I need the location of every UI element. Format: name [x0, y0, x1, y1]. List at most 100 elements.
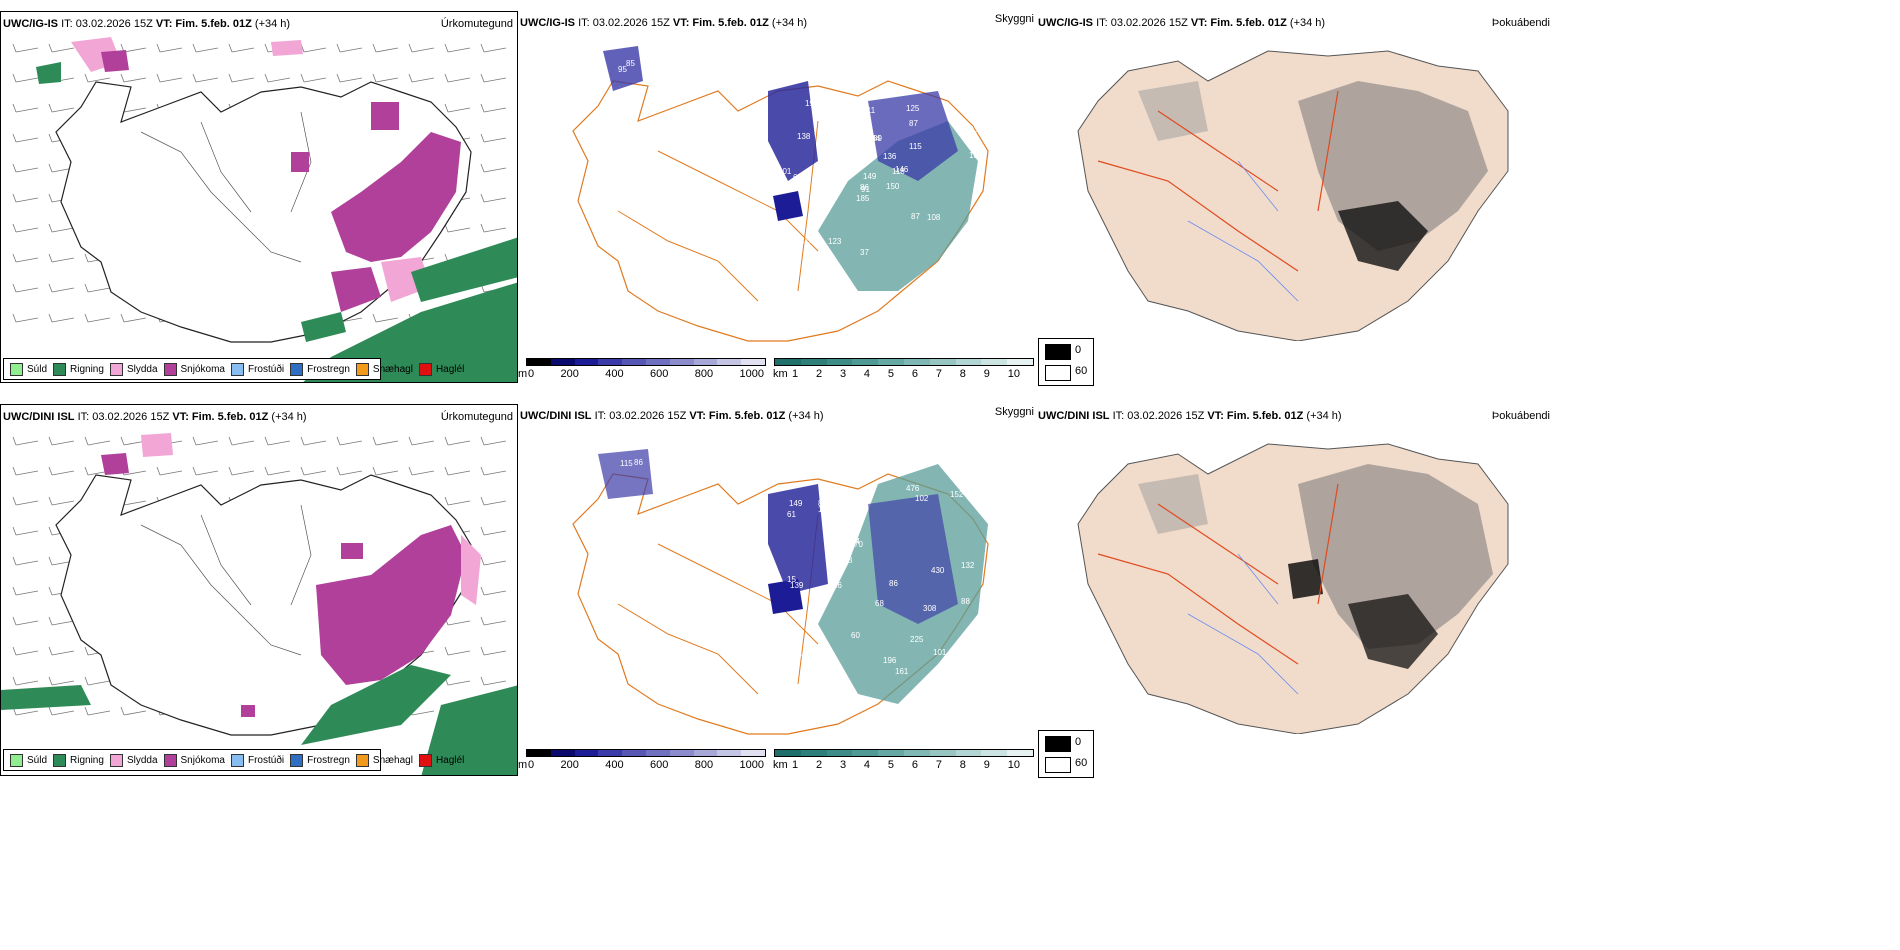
precip-type-panel-top: UWC/IG-IS IT: 03.02.2026 15Z VT: Fim. 5.… [0, 11, 518, 383]
tick-label: 0 [528, 759, 535, 771]
colorbar-segment [800, 359, 827, 365]
height-ticks: 0 200 400 600 800 1000 [528, 368, 764, 380]
visibility-value-label: 161 [895, 667, 909, 676]
wind-barb [480, 646, 507, 656]
panel-name: Úrkomutegund [440, 411, 513, 423]
colorbar-segment [574, 359, 599, 365]
legend-item: Frostregn [290, 753, 350, 767]
tick-label: 800 [694, 759, 714, 771]
visibility-value-label: 116 [960, 650, 973, 659]
tick-label: 5 [887, 368, 894, 380]
visibility-value-label: 87 [911, 212, 920, 221]
wind-barb [300, 466, 327, 476]
colorbar-segment [550, 359, 575, 365]
legend-item: Slydda [109, 362, 158, 376]
wind-barb [48, 616, 75, 626]
visibility-value-label: 85 [818, 499, 827, 508]
colorbar-segment [527, 750, 551, 756]
tick-label: 2 [815, 368, 823, 380]
wind-barb [228, 466, 255, 476]
tick-label: 5 [887, 759, 894, 771]
height-unit: m [518, 368, 528, 380]
fog-panel-bottom: UWC/DINI ISL IT: 03.02.2026 15Z VT: Fim.… [1038, 404, 1550, 734]
wind-barb [84, 706, 111, 716]
fog-legend-top: 0 60 [1038, 338, 1094, 386]
colorbar-segment [717, 750, 742, 756]
precip-type-legend: Súld Rigning Slydda Snjókoma Frostúði Fr… [3, 749, 464, 771]
colorbar-segment [622, 750, 646, 756]
visibility-value-label: 86 [860, 183, 869, 192]
visibility-value-label: 86 [889, 579, 898, 588]
colorbar-segment [622, 359, 646, 365]
wind-barb [444, 436, 471, 446]
visibility-value-label: 70 [854, 540, 863, 549]
colorbar-segment [826, 359, 853, 365]
tick-label: 1000 [739, 759, 764, 771]
wind-barb [48, 313, 75, 323]
wind-barb [480, 223, 507, 233]
visibility-value-label: 54 [851, 537, 860, 546]
visibility-unit: km [773, 759, 788, 771]
wind-barb [120, 313, 147, 323]
wind-barb [12, 43, 39, 53]
wind-barb [12, 133, 39, 143]
wind-barb [12, 436, 39, 446]
colorbar-segment [981, 359, 1008, 365]
colorbar-segment [741, 750, 765, 756]
wind-barb [84, 676, 111, 686]
wind-barb [480, 616, 507, 626]
visibility-value-label: 220 [972, 483, 986, 492]
legend-item: Frostregn [290, 362, 350, 376]
wind-barb [264, 73, 291, 83]
legend-item: Snjókoma [163, 753, 225, 767]
tick-label: 6 [911, 368, 918, 380]
colorbar-segment [955, 359, 982, 365]
colorbar-segment [878, 750, 904, 756]
colorbar-segment [645, 359, 670, 365]
tick-label: 400 [605, 368, 624, 380]
visibility-unit: km [773, 368, 788, 380]
visibility-value-label: 95 [618, 65, 627, 74]
legend-item: Súld [10, 362, 47, 376]
wind-barb [480, 556, 507, 566]
wind-barb [120, 73, 147, 83]
legend-item: Haglél [418, 753, 464, 767]
visibility-value-label: 63 [969, 125, 978, 134]
wind-barb [444, 103, 471, 113]
tick-label: 1 [792, 368, 799, 380]
tick-label: 800 [694, 368, 714, 380]
panel-name: Þokuábendi [1491, 410, 1550, 422]
wind-barb [480, 43, 507, 53]
wind-barb [156, 73, 183, 83]
colorbar-segment [903, 359, 930, 365]
visibility-value-label: 111 [818, 505, 831, 514]
visibility-value-label: 74 [784, 256, 793, 265]
wind-barb [84, 313, 111, 323]
height-ticks: 0 200 400 600 800 1000 [528, 759, 764, 771]
wind-barb [372, 43, 399, 53]
legend-item: Frostúði [230, 753, 284, 767]
visibility-value-label: 88 [961, 597, 970, 606]
tick-label: 4 [863, 368, 871, 380]
visibility-value-label: 213 [800, 236, 814, 245]
wind-barb [12, 526, 39, 536]
wind-barb [48, 253, 75, 263]
wind-barb [12, 193, 39, 203]
colorbar-segment [550, 750, 575, 756]
visibility-value-label: 138 [797, 132, 811, 141]
tick-label: 600 [650, 759, 669, 771]
wind-barb [84, 436, 111, 446]
height-unit: m [518, 759, 528, 771]
legend-item: Snjókoma [163, 362, 225, 376]
visibility-value-label: 225 [910, 635, 924, 644]
colorbar-segment [693, 359, 718, 365]
colorbar-segment [981, 750, 1008, 756]
wind-barb [156, 43, 183, 53]
wind-barb [336, 73, 363, 83]
wind-barb [192, 73, 219, 83]
visibility-value-label: 102 [915, 494, 929, 503]
tick-label: 4 [863, 759, 871, 771]
visibility-value-label: 145 [837, 538, 851, 547]
colorbar-segment [645, 750, 670, 756]
colorbar-segment [929, 750, 956, 756]
